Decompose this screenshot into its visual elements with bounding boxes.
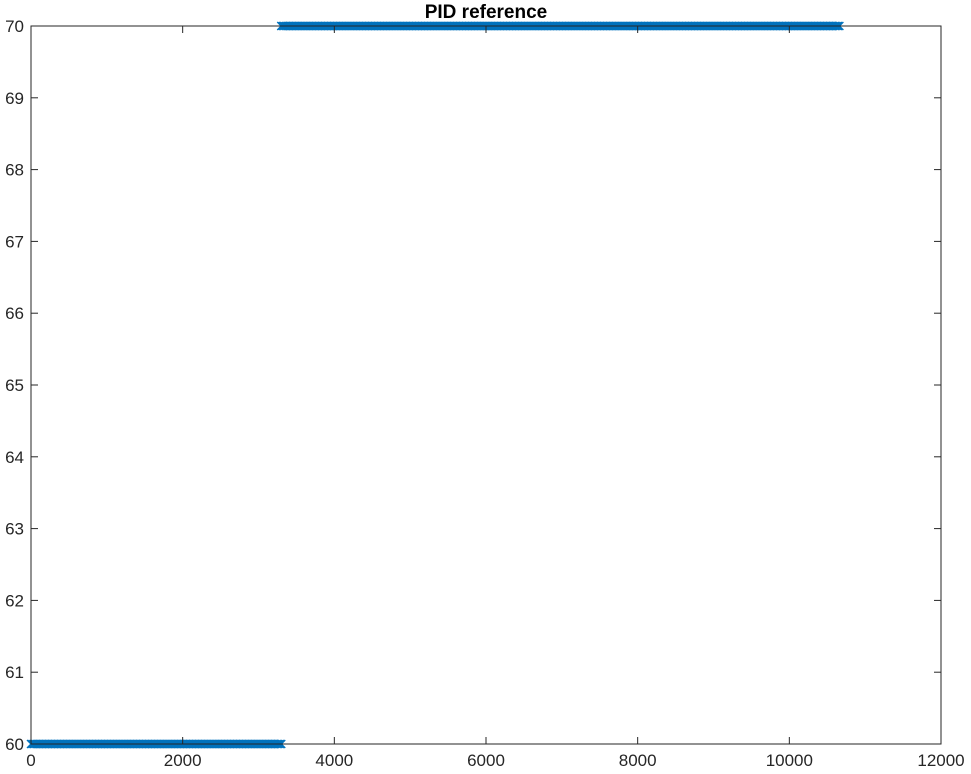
y-tick-label: 67 [5,232,24,251]
y-tick-label: 69 [5,89,24,108]
y-tick-label: 60 [5,735,24,754]
x-tick-label: 8000 [619,751,657,770]
y-tick-label: 66 [5,304,24,323]
y-tick-label: 63 [5,520,24,539]
y-tick-label: 68 [5,161,24,180]
y-tick-label: 65 [5,376,24,395]
y-tick-label: 62 [5,591,24,610]
y-tick-label: 64 [5,448,24,467]
x-tick-label: 10000 [766,751,813,770]
plot-area [31,26,941,744]
x-tick-label: 4000 [315,751,353,770]
x-tick-labels: 0 2000 4000 6000 8000 10000 12000 [26,751,964,770]
chart-title: PID reference [425,2,548,23]
y-tick-label: 70 [5,17,24,36]
y-tick-labels: 60 61 62 63 64 65 66 67 68 69 70 [5,17,24,754]
x-tick-label: 12000 [917,751,964,770]
x-tick-label: 6000 [467,751,505,770]
x-tick-label: 0 [26,751,35,770]
x-tick-label: 2000 [164,751,202,770]
y-tick-label: 61 [5,663,24,682]
axes-box [30,25,942,745]
